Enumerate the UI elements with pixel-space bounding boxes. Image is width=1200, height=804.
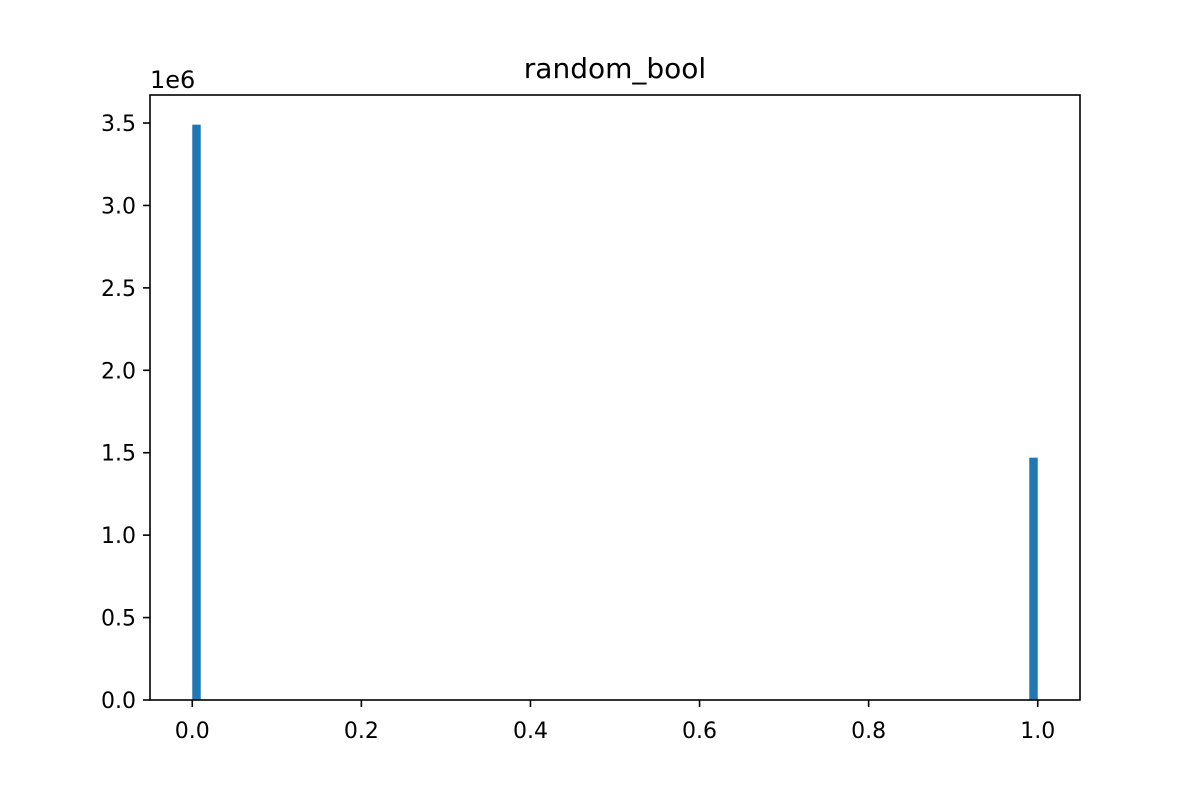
y-tick-label: 3.0 xyxy=(101,194,136,219)
plot-frame xyxy=(149,94,1081,701)
y-tick-label: 3.5 xyxy=(101,112,136,137)
y-tick-label: 1.5 xyxy=(101,442,136,467)
x-tick-label: 0.0 xyxy=(175,719,210,744)
x-tick-label: 0.6 xyxy=(682,719,717,744)
y-tick-label: 2.5 xyxy=(101,277,136,302)
x-tick-label: 1.0 xyxy=(1020,719,1055,744)
y-axis-offset-label: 1e6 xyxy=(150,66,195,94)
y-tick-label: 2.0 xyxy=(101,359,136,384)
y-tick-label: 0.0 xyxy=(101,689,136,714)
histogram-bar xyxy=(1029,457,1038,700)
x-tick-label: 0.4 xyxy=(513,719,548,744)
y-tick-label: 1.0 xyxy=(101,524,136,549)
bars-layer xyxy=(192,124,1038,700)
ticks-layer: 0.0 0.2 0.4 0.6 0.8 1.0 0.0 0.5 1.0 1.5 2.0 2.5 3.0 3… xyxy=(101,112,1055,744)
histogram-bar xyxy=(192,124,201,700)
x-tick-label: 0.8 xyxy=(851,719,886,744)
x-tick-label: 0.2 xyxy=(344,719,379,744)
chart-title: random_bool xyxy=(524,52,706,85)
y-tick-label: 0.5 xyxy=(101,607,136,632)
